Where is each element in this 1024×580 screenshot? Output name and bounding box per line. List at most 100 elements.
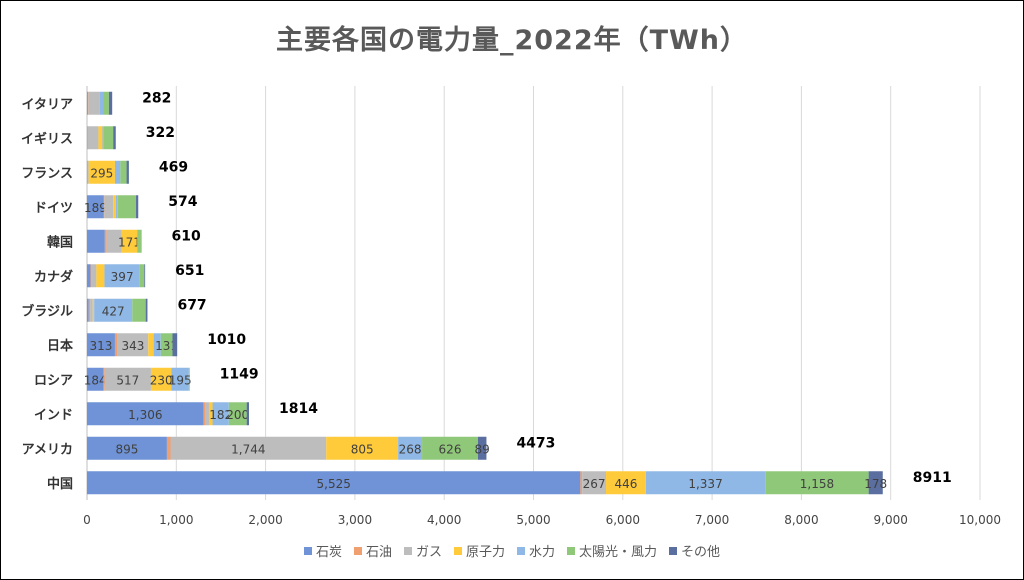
bar-segment bbox=[582, 471, 607, 495]
category-label: ドイツ bbox=[34, 201, 73, 216]
total-label: 610 bbox=[171, 228, 200, 244]
bar-segment bbox=[108, 91, 113, 115]
segment-value-label: 805 bbox=[351, 442, 374, 456]
bar-segment bbox=[121, 229, 138, 253]
bar-segment bbox=[477, 436, 487, 460]
x-tick-label: 8,000 bbox=[784, 513, 818, 527]
total-label: 322 bbox=[146, 125, 175, 141]
x-tick-label: 1,000 bbox=[159, 513, 193, 527]
segment-value-label: 268 bbox=[399, 442, 422, 456]
legend-label: 太陽光・風力 bbox=[579, 545, 658, 560]
legend-item: その他 bbox=[669, 541, 720, 560]
category-label: イギリス bbox=[21, 131, 73, 147]
bar-segment bbox=[102, 126, 104, 150]
x-tick-label: 3,000 bbox=[338, 513, 372, 527]
segment-value-label: 195 bbox=[169, 373, 192, 387]
segment-value-label: 184 bbox=[84, 373, 107, 387]
bar-segment bbox=[205, 402, 209, 426]
chart-title: 主要各国の電力量_2022年（TWh） bbox=[275, 25, 749, 56]
segment-value-label: 131 bbox=[155, 339, 178, 353]
bar-segment bbox=[92, 298, 95, 322]
bar-segment bbox=[87, 229, 105, 253]
bar-segment bbox=[87, 367, 104, 391]
bar-segment bbox=[104, 264, 140, 288]
bar-segment bbox=[126, 160, 129, 184]
bar-segment bbox=[87, 298, 89, 322]
bar-segment bbox=[87, 195, 104, 219]
category-label: ブラジル bbox=[21, 303, 73, 319]
segment-value-label: 626 bbox=[439, 442, 462, 456]
segment-value-label: 230 bbox=[150, 373, 173, 387]
bar-segment bbox=[88, 298, 91, 322]
segment-value-label: 313 bbox=[90, 339, 113, 353]
bar-segment bbox=[203, 402, 206, 426]
bar-chart: 0 1,000 2,000 3,000 4,000 5,000 6,000 7,000 8,00… bbox=[21, 86, 1001, 527]
bar-segment bbox=[104, 367, 151, 391]
chart-legend: 石炭 石油 ガス 原子力 水力 太陽光・風力 その他 bbox=[0, 541, 1024, 560]
bar-segment bbox=[94, 298, 133, 322]
bar-segment bbox=[136, 195, 139, 219]
segment-value-label: 200 bbox=[226, 408, 249, 422]
total-label: 574 bbox=[168, 194, 197, 210]
segment-value-label: 182 bbox=[209, 408, 232, 422]
segment-value-label: 343 bbox=[121, 339, 144, 353]
total-label: 651 bbox=[175, 263, 204, 279]
bar-segment bbox=[87, 333, 115, 357]
bar-segment bbox=[765, 471, 869, 495]
segment-value-label: 295 bbox=[90, 166, 113, 180]
legend-item: 石炭 bbox=[303, 541, 342, 560]
segment-value-label: 267 bbox=[583, 477, 606, 491]
bar-segment bbox=[113, 126, 116, 150]
segment-value-label: 1,337 bbox=[688, 477, 722, 491]
bar-segment bbox=[104, 195, 114, 219]
legend-swatch bbox=[669, 546, 678, 555]
x-tick-label: 4,000 bbox=[427, 513, 461, 527]
x-tick-label: 9,000 bbox=[874, 513, 908, 527]
total-label: 677 bbox=[177, 297, 206, 313]
total-label: 1149 bbox=[220, 366, 259, 382]
bar-segment bbox=[103, 367, 105, 391]
bar-segment bbox=[87, 160, 89, 184]
legend-item: 水力 bbox=[517, 541, 555, 560]
legend-item: ガス bbox=[403, 541, 442, 560]
legend-item: 太陽光・風力 bbox=[567, 541, 657, 560]
total-label: 282 bbox=[142, 90, 171, 106]
bar-segment bbox=[132, 298, 146, 322]
category-label: カナダ bbox=[34, 269, 73, 285]
bar-segment bbox=[88, 160, 115, 184]
segment-value-label: 171 bbox=[118, 235, 141, 249]
bar-segment bbox=[87, 126, 99, 150]
bar-segment bbox=[87, 436, 167, 460]
bar-segment bbox=[144, 264, 146, 288]
bar-segment bbox=[208, 402, 213, 426]
bar-segment bbox=[166, 436, 171, 460]
bar-segment bbox=[228, 402, 247, 426]
bar-segment bbox=[96, 264, 105, 288]
category-label: ロシア bbox=[34, 373, 73, 388]
category-label: インド bbox=[34, 408, 73, 423]
bar-segment bbox=[114, 333, 118, 357]
bar-segment bbox=[170, 436, 327, 460]
segment-value-label: 178 bbox=[864, 477, 887, 491]
x-tick-label: 5,000 bbox=[516, 513, 550, 527]
category-label: 中国 bbox=[47, 476, 73, 492]
bar-segment bbox=[99, 91, 104, 115]
bar-segment bbox=[645, 471, 766, 495]
bar-segment bbox=[246, 402, 249, 426]
bar-segment bbox=[150, 367, 172, 391]
segment-value-label: 427 bbox=[102, 304, 125, 318]
segment-value-label: 1,744 bbox=[231, 442, 265, 456]
bar-segment bbox=[145, 298, 148, 322]
bar-segment bbox=[326, 436, 399, 460]
x-tick-label: 0 bbox=[83, 513, 91, 527]
segment-value-label: 1,158 bbox=[800, 477, 834, 491]
bar-segment bbox=[580, 471, 583, 495]
segment-value-label: 446 bbox=[614, 477, 637, 491]
bar-segment bbox=[117, 333, 149, 357]
segment-value-label: 189 bbox=[84, 201, 107, 215]
bar-segment bbox=[114, 160, 121, 184]
bar-segment bbox=[153, 333, 161, 357]
category-label: アメリカ bbox=[22, 442, 73, 457]
bar-segment bbox=[87, 264, 91, 288]
legend-swatch bbox=[353, 546, 362, 555]
